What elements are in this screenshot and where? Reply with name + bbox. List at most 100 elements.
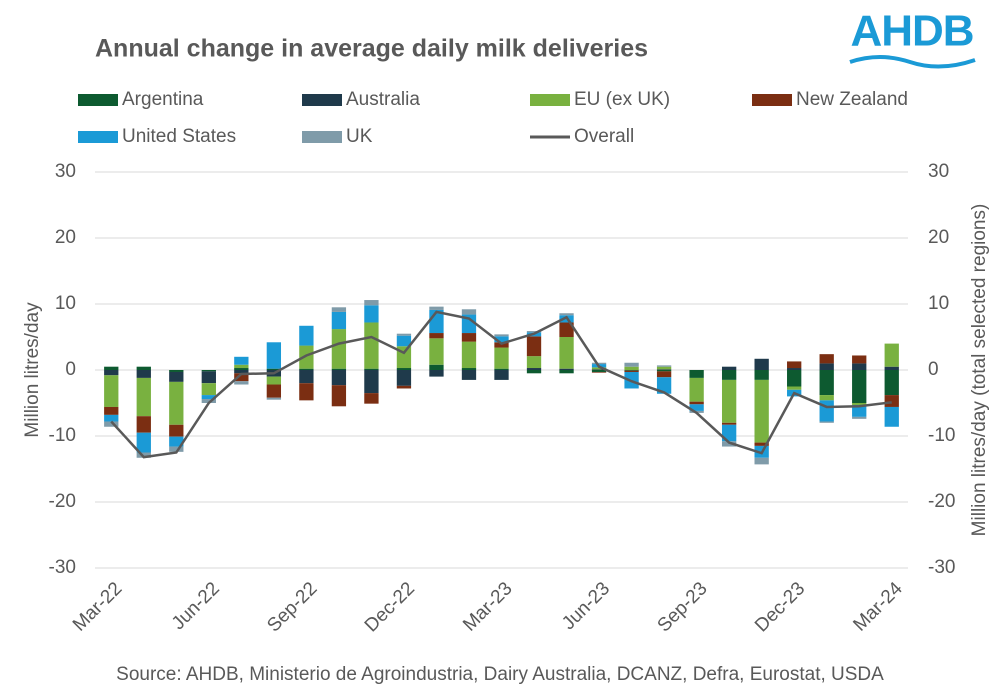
y2-tick-label: 30 [928, 161, 949, 182]
bar-segment [201, 371, 216, 384]
bar-segment [266, 397, 282, 400]
y-tick-label: -20 [49, 491, 76, 512]
bar-segment [624, 366, 639, 370]
bar-segment [721, 379, 737, 423]
bar-segment [591, 370, 607, 372]
bar-segment [721, 422, 737, 425]
y-tick-label: 30 [55, 161, 76, 182]
y-tick-label: 0 [65, 359, 76, 380]
bar-segment [331, 311, 347, 330]
bar-segment [689, 377, 704, 402]
bar-segment [852, 404, 867, 417]
source-note: Source: AHDB, Ministerio de Agroindustri… [116, 664, 884, 685]
bar-segment [104, 406, 119, 415]
legend-label: UK [346, 126, 373, 147]
bar-segment [689, 404, 704, 411]
bar-segment [852, 403, 867, 405]
bar-segment [852, 416, 867, 419]
bar-segment [494, 342, 509, 348]
bar-segment [787, 386, 802, 390]
legend-swatch [78, 131, 118, 143]
bar-segment [429, 370, 444, 377]
y-tick-label: 20 [55, 227, 76, 248]
y-tick-label: -30 [49, 557, 76, 578]
bar-segment [331, 329, 347, 369]
bar-segment [136, 377, 151, 417]
bar-segment [169, 446, 184, 452]
bar-segment [104, 370, 119, 376]
bar-segment [559, 370, 574, 374]
bar-segment [591, 371, 607, 373]
bar-segment [461, 370, 477, 380]
bar-segment [754, 457, 769, 465]
bar-segment [656, 371, 672, 378]
x-tick-label: Dec-23 [751, 578, 809, 636]
bar-segment [852, 370, 867, 403]
bar-segment [331, 368, 347, 370]
bar-segment [819, 354, 834, 364]
y2-tick-label: -20 [928, 491, 955, 512]
legend-swatch [530, 94, 570, 106]
bar-segment [429, 364, 444, 370]
bar-segment [364, 305, 379, 323]
bar-segment [299, 368, 314, 370]
bar-segment [819, 395, 834, 401]
bar-segment [689, 401, 704, 405]
bar-segment [396, 368, 412, 370]
bar-segment [461, 341, 477, 369]
bar-segment [234, 364, 249, 369]
y2-tick-label: 0 [928, 359, 939, 380]
bar-segment [364, 368, 379, 370]
legend-swatch [78, 94, 118, 106]
bar-segment [136, 370, 151, 378]
bar-segment [429, 306, 444, 310]
bar-segment [884, 395, 899, 407]
bar-segment [429, 338, 444, 365]
bar-segment [104, 375, 119, 407]
bar-segment [852, 363, 867, 370]
bar-segment [721, 424, 737, 442]
bar-segment [266, 376, 282, 385]
bar-segment [656, 369, 672, 370]
bar-segment [299, 345, 314, 369]
y-tick-label: -10 [49, 425, 76, 446]
bar-segment [364, 393, 379, 404]
y2-axis-label: Million litres/day (total selected regio… [969, 204, 990, 537]
legend-swatch [302, 131, 342, 143]
legend-label: EU (ex UK) [574, 89, 670, 110]
bar-segment [884, 366, 899, 370]
bar-segment [526, 331, 542, 333]
bar-segment [494, 347, 509, 369]
bar-segment [396, 385, 412, 389]
y2-tick-label: -30 [928, 557, 955, 578]
bar-segment [104, 414, 119, 422]
bar-segment [787, 368, 802, 370]
bar-segment [461, 368, 477, 370]
y-tick-label: 10 [55, 293, 76, 314]
logo: AHDB [850, 7, 973, 56]
bar-segment [169, 371, 184, 382]
chart-title: Annual change in average daily milk deli… [95, 35, 648, 63]
x-tick-label: Sep-23 [654, 578, 712, 636]
bar-segment [721, 441, 737, 447]
bar-segment [234, 381, 249, 385]
y2-tick-label: 10 [928, 293, 949, 314]
bar-segment [234, 356, 249, 365]
x-tick-label: Mar-24 [849, 578, 907, 636]
bar-segment [656, 370, 672, 372]
bar-segment [754, 358, 769, 370]
bar-segment [234, 368, 249, 370]
bar-segment [819, 363, 834, 370]
bar-segment [787, 370, 802, 387]
bar-segment [721, 370, 737, 380]
bar-segment [526, 356, 542, 369]
bar-segment [429, 333, 444, 339]
bar-segment [721, 366, 737, 370]
bar-segment [559, 313, 574, 316]
x-tick-label: Dec-22 [361, 578, 419, 636]
legend-swatch [302, 94, 342, 106]
legend-label: United States [122, 126, 236, 147]
bar-segment [884, 370, 899, 396]
x-tick-label: Mar-22 [69, 578, 126, 635]
bar-segment [559, 368, 574, 370]
